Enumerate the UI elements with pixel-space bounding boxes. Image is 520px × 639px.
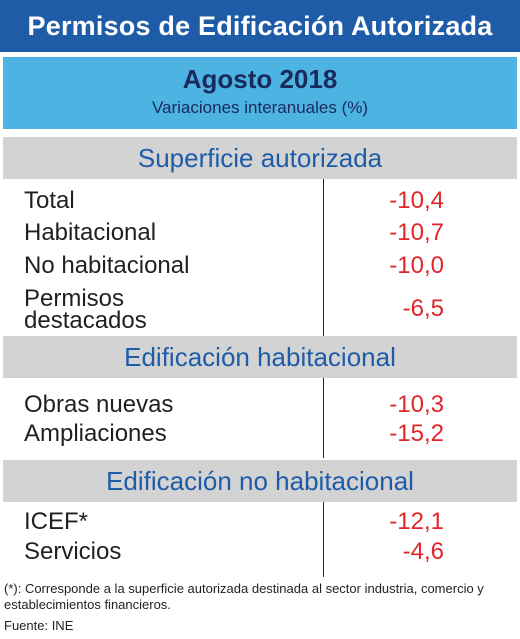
table-row: Servicios -4,6 (24, 539, 444, 565)
table-row: Total -10,4 (24, 188, 444, 214)
column-divider (323, 502, 324, 577)
row-value: -10,3 (389, 391, 444, 418)
table-row: Permisos destacados -6,5 (24, 286, 444, 334)
row-label: ICEF* (24, 508, 89, 535)
row-label: Ampliaciones (24, 420, 167, 447)
row-value: -12,1 (389, 508, 444, 535)
page-title: Permisos de Edificación Autorizada (0, 0, 520, 52)
period-month: Agosto 2018 (182, 64, 338, 94)
table-row: Obras nuevas -10,3 (24, 392, 444, 418)
period-banner: Agosto 2018 Variaciones interanuales (%) (3, 57, 517, 129)
row-label: No habitacional (24, 252, 190, 279)
row-label: Servicios (24, 538, 122, 565)
table-row: ICEF* -12,1 (24, 509, 444, 535)
column-divider (323, 378, 324, 458)
section-superficie-autorizada: Superficie autorizada (3, 137, 517, 179)
row-value: -15,2 (389, 420, 444, 447)
table-row: No habitacional -10,0 (24, 253, 444, 279)
table-row: Habitacional -10,7 (24, 220, 444, 246)
period-subtitle: Variaciones interanuales (%) (151, 98, 369, 117)
row-value: -6,5 (402, 295, 444, 322)
row-value: -4,6 (402, 538, 444, 565)
row-value: -10,7 (389, 219, 444, 246)
row-label: Permisos (24, 285, 125, 312)
footnote: (*): Corresponde a la superficie autoriz… (4, 581, 484, 612)
table-row: Ampliaciones -15,2 (24, 421, 444, 447)
section-edificacion-no-habitacional: Edificación no habitacional (3, 460, 517, 502)
row-value: -10,4 (389, 187, 444, 214)
row-label: Obras nuevas (24, 391, 174, 418)
column-divider (323, 179, 324, 336)
row-label: Habitacional (24, 219, 157, 246)
row-value: -10,0 (389, 252, 444, 279)
source-credit: Fuente: INE (4, 618, 74, 633)
row-label: Total (24, 187, 75, 214)
row-label: destacados (24, 307, 147, 334)
section-edificacion-habitacional: Edificación habitacional (3, 336, 517, 378)
